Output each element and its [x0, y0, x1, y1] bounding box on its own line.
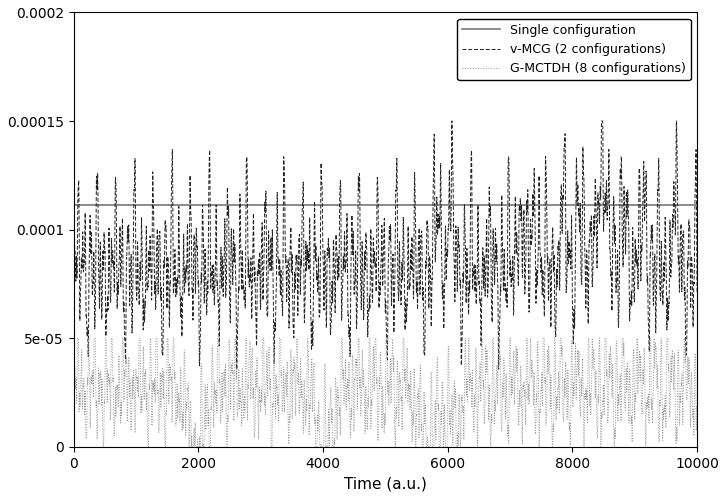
- v-MCG (2 configurations): [308, 321, 317, 327]
- G-MCTDH (8 configurations): [183, 390, 192, 396]
- X-axis label: Time (a.u.): Time (a.u.): [344, 476, 427, 491]
- v-MCG (2 configurations): [182, 259, 191, 265]
- G-MCTDH (8 configurations): [73, 335, 82, 341]
- G-MCTDH (8 configurations): [475, 375, 484, 381]
- G-MCTDH (8 configurations): [535, 444, 544, 450]
- G-MCTDH (8 configurations): [444, 362, 452, 368]
- v-MCG (2 configurations): [69, 285, 78, 291]
- v-MCG (2 configurations): [447, 118, 456, 124]
- v-MCG (2 configurations): [693, 291, 701, 297]
- G-MCTDH (8 configurations): [99, 444, 108, 450]
- v-MCG (2 configurations): [582, 251, 591, 257]
- G-MCTDH (8 configurations): [69, 396, 78, 402]
- Legend: Single configuration, v-MCG (2 configurations), G-MCTDH (8 configurations): Single configuration, v-MCG (2 configura…: [457, 19, 691, 80]
- Single configuration: [70, 202, 78, 208]
- Single configuration: [69, 202, 78, 208]
- G-MCTDH (8 configurations): [582, 389, 591, 395]
- Line: G-MCTDH (8 configurations): G-MCTDH (8 configurations): [73, 338, 697, 447]
- v-MCG (2 configurations): [535, 173, 544, 179]
- G-MCTDH (8 configurations): [693, 407, 701, 413]
- v-MCG (2 configurations): [232, 367, 241, 373]
- v-MCG (2 configurations): [475, 281, 484, 287]
- v-MCG (2 configurations): [444, 249, 452, 255]
- G-MCTDH (8 configurations): [308, 389, 317, 395]
- Line: v-MCG (2 configurations): v-MCG (2 configurations): [73, 121, 697, 370]
